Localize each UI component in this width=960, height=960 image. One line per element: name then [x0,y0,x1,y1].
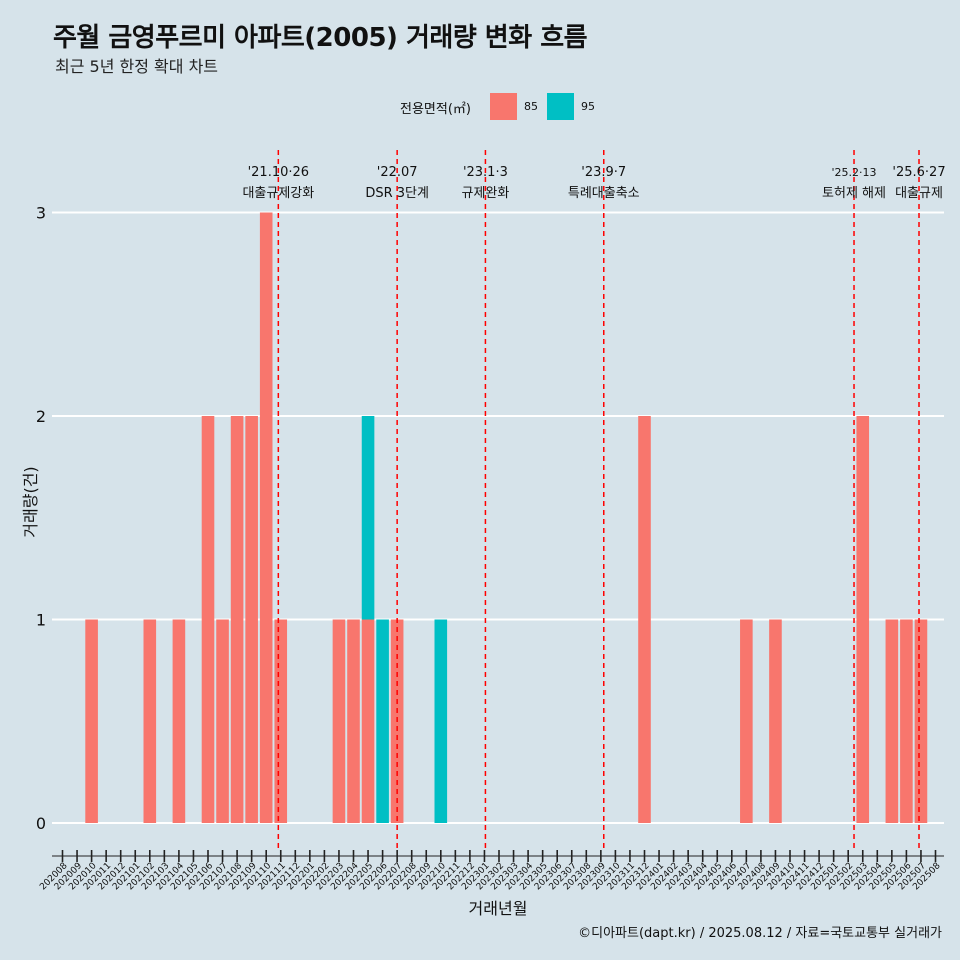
event-date-label: '25.2·13 [832,166,877,179]
bar-202203-85 [332,619,346,823]
y-tick-label: 3 [36,204,46,223]
bar-202110-85 [259,212,273,823]
legend: 전용면적(㎡) 85 95 [0,93,960,123]
event-date-label: '23.1·3 [463,165,508,180]
x-axis-title: 거래년월 [469,899,528,918]
event-desc-label: 대출규제 [895,186,943,201]
y-axis-title: 거래량(건) [21,466,40,537]
chart-title: 주월 금영푸르미 아파트(2005) 거래량 변화 흐름 [53,23,588,53]
legend-label-95: 95 [581,100,595,113]
event-date-label: '25.6·27 [892,165,945,180]
bar-202109-85 [245,416,258,823]
bar-202312-85 [638,416,651,823]
event-desc-label: 규제완화 [461,186,509,201]
bar-202204-85 [347,619,360,823]
event-desc-label: 대출규제강화 [242,186,314,201]
bar-202106-85 [201,416,215,823]
bar-202205-85 [361,619,375,823]
bar-202506-85 [900,619,913,823]
y-tick-label: 0 [36,814,46,833]
legend-key-95 [547,93,574,120]
bar-202102-85 [143,619,157,823]
y-tick-label: 1 [36,611,46,630]
bar-202409-85 [769,619,782,823]
y-tick-label: 2 [36,407,46,426]
bar-202104-85 [172,619,186,823]
event-desc-label: 특례대출축소 [568,186,640,201]
bar-202206-95 [376,619,389,823]
bar-202503-85 [856,416,870,823]
event-desc-label: 토허제 해제 [822,186,886,201]
bar-202407-85 [740,619,753,823]
legend-title: 전용면적(㎡) [400,102,471,117]
bar-202210-95 [434,619,448,823]
bar-202108-85 [230,416,244,823]
legend-label-85: 85 [524,100,538,113]
event-date-label: '22.07 [377,165,418,180]
event-date-label: '21.10·26 [248,165,309,180]
bar-202507-85 [914,619,928,823]
caption: ©디아파트(dapt.kr) / 2025.08.12 / 자료=국토교통부 실… [578,926,942,941]
bar-202505-85 [885,619,899,823]
event-desc-label: DSR 3단계 [365,186,429,201]
bar-202107-85 [216,619,229,823]
bar-202010-85 [85,619,98,823]
chart-subtitle: 최근 5년 한정 확대 차트 [55,57,219,76]
event-date-label: '23.9·7 [581,165,626,180]
bar-202205-95 [361,416,375,620]
legend-key-85 [490,93,517,120]
bar-202111-85 [274,619,288,823]
